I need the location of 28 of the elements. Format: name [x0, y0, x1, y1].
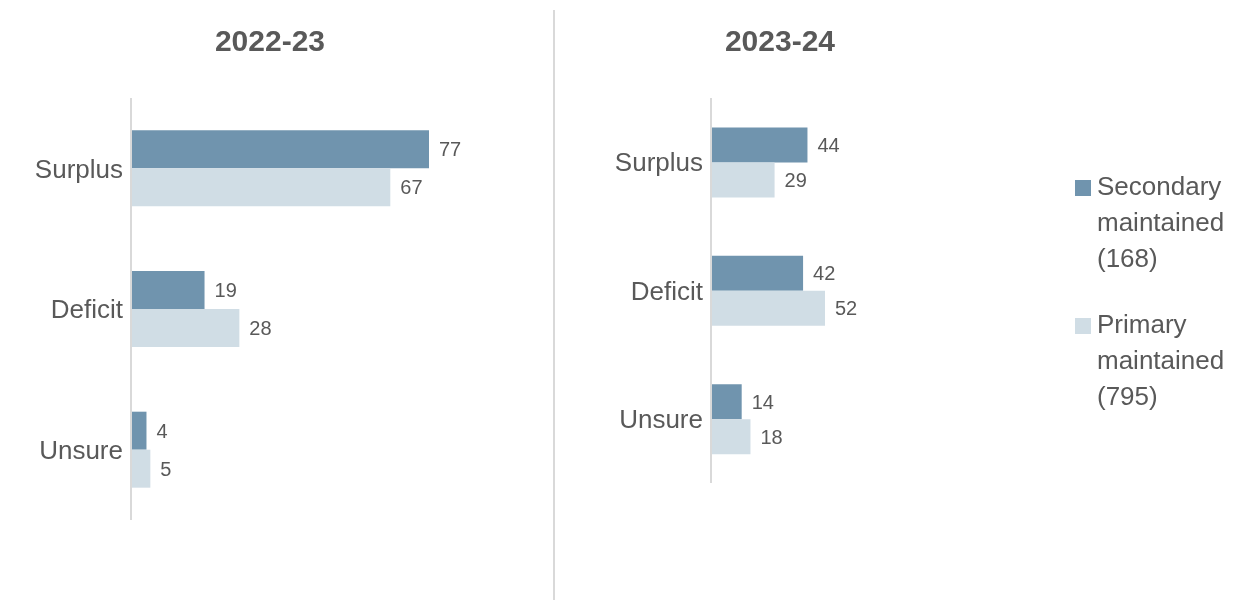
chart-title: 2023-24	[723, 24, 837, 58]
data-label: 44	[817, 134, 840, 157]
chart-title: 2022-23	[213, 24, 327, 58]
data-label: 18	[760, 425, 783, 448]
data-label: 29	[784, 169, 807, 192]
data-label: 67	[400, 176, 423, 199]
legend-label: Primary maintained (795)	[1097, 308, 1225, 411]
bar	[711, 255, 804, 291]
y-tick-label: Surplus	[34, 153, 123, 184]
bar	[131, 411, 147, 450]
data-label: 42	[813, 262, 836, 285]
bar	[131, 130, 429, 169]
data-label: 19	[214, 279, 237, 302]
data-label: 77	[439, 138, 462, 161]
y-tick-label: Unsure	[39, 434, 123, 465]
y-tick-label: Unsure	[619, 404, 703, 435]
y-tick-label: Deficit	[50, 294, 124, 325]
bar	[711, 127, 808, 163]
data-label: 52	[835, 297, 858, 320]
data-label: 28	[249, 317, 272, 340]
y-tick-label: Surplus	[614, 147, 703, 178]
y-tick-label: Deficit	[630, 275, 704, 306]
legend-label: Secondary maintained (168)	[1097, 170, 1225, 273]
data-label: 4	[156, 419, 168, 442]
bar	[131, 271, 205, 310]
data-label: 5	[160, 457, 172, 480]
data-label: 14	[751, 390, 774, 413]
bar	[711, 384, 742, 420]
